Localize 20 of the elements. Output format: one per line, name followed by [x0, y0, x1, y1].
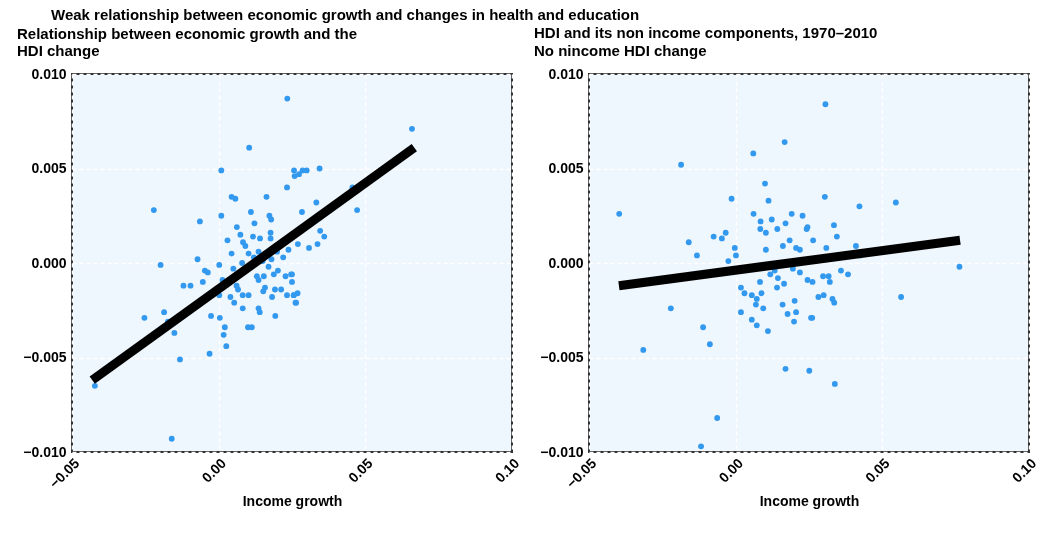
x-tick-label: 0.10 — [491, 454, 523, 486]
y-tick-label: −0.010 — [540, 443, 584, 460]
x-axis-title: Income growth — [242, 493, 343, 510]
x-tick-label: 0.10 — [1008, 454, 1040, 486]
y-tick-label: 0.010 — [548, 65, 584, 82]
y-tick-label: −0.005 — [540, 349, 584, 365]
chart-title: Weak relationship between economic growth and changes in health and education — [51, 6, 640, 23]
x-tick-label: 0.00 — [198, 454, 230, 486]
y-tick-label: 0.005 — [548, 160, 584, 176]
chart-subtitle: No nincome HDI change — [534, 42, 707, 59]
y-tick-label: 0.010 — [31, 65, 67, 82]
y-tick-label: −0.010 — [23, 443, 67, 460]
y-tick-label: 0.000 — [31, 254, 67, 271]
chart-title: HDI and its non income components, 1970–2010 — [534, 24, 878, 41]
x-tick-label: 0.00 — [715, 454, 747, 486]
y-tick-label: −0.005 — [23, 349, 67, 365]
y-tick-label: 0.000 — [548, 254, 584, 271]
chart-subtitle: Relationship between economic growth and the HDI change — [17, 25, 358, 59]
y-tick-label: 0.005 — [31, 160, 67, 176]
x-axis-title: Income growth — [759, 493, 860, 510]
